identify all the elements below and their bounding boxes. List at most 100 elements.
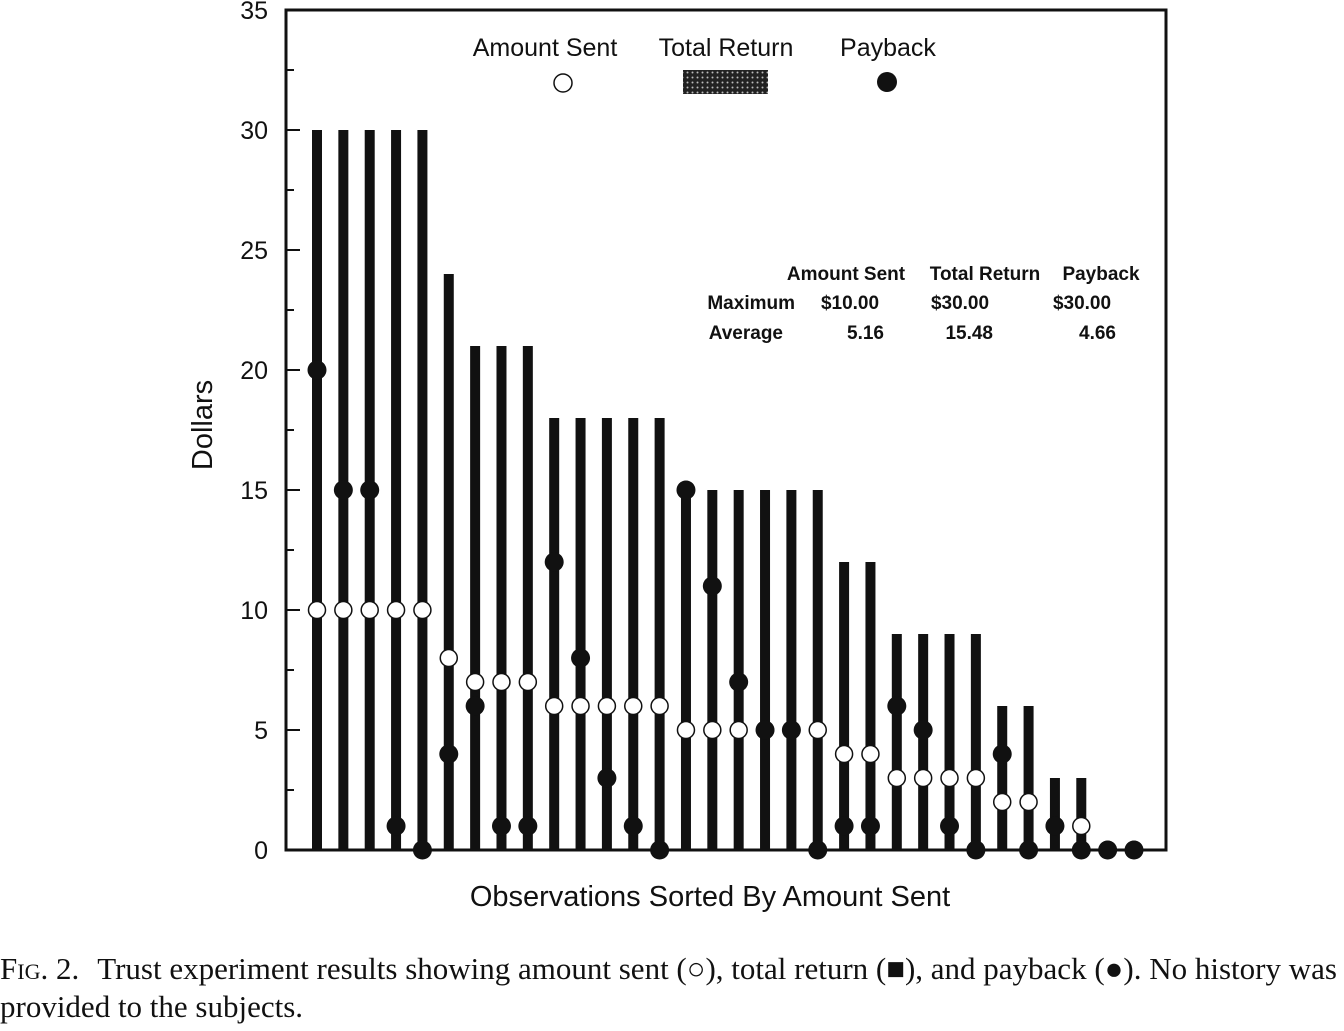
total-return-bar bbox=[1076, 778, 1087, 850]
payback-point bbox=[1098, 840, 1118, 860]
legend-label: Total Return bbox=[659, 34, 794, 62]
payback-point bbox=[755, 720, 775, 740]
amount-sent-markers bbox=[307, 600, 1144, 860]
x-axis-label: Observations Sorted By Amount Sent bbox=[470, 881, 950, 913]
y-axis: 0 5 10 15 20 25 30 35 bbox=[240, 0, 300, 865]
payback-point bbox=[966, 840, 986, 860]
amount-sent-point bbox=[729, 720, 748, 740]
table-cell: 4.66 bbox=[1079, 323, 1116, 344]
total-return-bar bbox=[522, 346, 533, 850]
payback-point bbox=[1071, 840, 1091, 860]
y-tick-label: 15 bbox=[240, 477, 268, 505]
payback-point bbox=[1045, 816, 1065, 836]
amount-sent-point bbox=[1019, 792, 1038, 812]
payback-point bbox=[518, 816, 538, 836]
amount-sent-point bbox=[544, 696, 564, 716]
payback-point bbox=[650, 840, 670, 860]
amount-sent-point bbox=[940, 768, 959, 788]
table-cell: Maximum bbox=[707, 293, 795, 314]
total-return-bar bbox=[944, 634, 955, 850]
amount-sent-point bbox=[492, 672, 511, 692]
payback-point bbox=[834, 816, 854, 836]
amount-sent-point bbox=[834, 744, 854, 764]
y-tick-label: 5 bbox=[254, 717, 268, 745]
payback-point bbox=[1019, 840, 1039, 860]
trust-chart: 0 5 10 15 20 25 30 35 Dollars Observations Sort… bbox=[187, 0, 1168, 913]
payback-point bbox=[333, 480, 353, 500]
payback-point bbox=[676, 480, 696, 500]
payback-point bbox=[992, 744, 1012, 764]
table-cell: 5.16 bbox=[847, 323, 884, 344]
total-return-bar bbox=[786, 490, 797, 850]
total-return-bars bbox=[312, 130, 1087, 850]
figure-label: Fig. 2. bbox=[0, 951, 80, 986]
amount-sent-point bbox=[861, 744, 880, 764]
payback-markers bbox=[307, 360, 1144, 860]
amount-sent-point bbox=[360, 600, 379, 620]
amount-sent-point bbox=[597, 696, 617, 716]
total-return-bar bbox=[997, 706, 1008, 850]
payback-point bbox=[386, 816, 406, 836]
total-return-bar bbox=[575, 418, 586, 850]
legend-open-circle bbox=[553, 73, 573, 93]
caption-text: Trust experiment results showing amount … bbox=[0, 951, 1337, 1024]
payback-point bbox=[307, 360, 327, 380]
amount-sent-point bbox=[650, 696, 669, 716]
total-return-bar bbox=[496, 346, 507, 850]
amount-sent-point bbox=[624, 696, 643, 716]
total-return-bar bbox=[733, 490, 744, 850]
total-return-bar bbox=[1023, 706, 1034, 850]
payback-point bbox=[808, 840, 828, 860]
payback-point bbox=[544, 552, 564, 572]
legend-hatched-bar bbox=[683, 70, 768, 94]
total-return-bar bbox=[417, 130, 428, 850]
payback-point bbox=[360, 480, 380, 500]
y-tick-label: 35 bbox=[240, 0, 268, 25]
amount-sent-point bbox=[887, 768, 907, 788]
amount-sent-point bbox=[518, 672, 538, 692]
total-return-bar bbox=[549, 418, 560, 850]
payback-point bbox=[729, 672, 749, 692]
table-cell: 15.48 bbox=[945, 323, 993, 344]
y-tick-label: 30 bbox=[240, 117, 268, 145]
legend-filled-circle bbox=[877, 72, 897, 92]
amount-sent-point bbox=[992, 792, 1012, 812]
total-return-bar bbox=[839, 562, 850, 850]
total-return-bar bbox=[443, 274, 454, 850]
total-return-bar bbox=[601, 418, 612, 850]
table-cell: $30.00 bbox=[1053, 293, 1111, 314]
amount-sent-point bbox=[703, 720, 722, 740]
payback-point bbox=[439, 744, 459, 764]
legend-label: Payback bbox=[840, 34, 936, 62]
total-return-bar bbox=[918, 634, 929, 850]
payback-point bbox=[940, 816, 960, 836]
summary-table: Amount Sent Total Return Payback Maximum $10… bbox=[707, 264, 1140, 344]
payback-point bbox=[491, 816, 511, 836]
y-axis-label: Dollars bbox=[187, 380, 219, 470]
payback-point bbox=[412, 840, 432, 860]
table-header: Amount Sent bbox=[787, 264, 906, 285]
payback-point bbox=[1124, 840, 1144, 860]
total-return-bar bbox=[654, 418, 665, 850]
payback-point bbox=[597, 768, 617, 788]
total-return-bar bbox=[865, 562, 876, 850]
total-return-bar bbox=[707, 490, 718, 850]
amount-sent-point bbox=[676, 720, 696, 740]
table-cell: $30.00 bbox=[931, 293, 989, 314]
total-return-bar bbox=[1049, 778, 1060, 850]
amount-sent-point bbox=[966, 768, 986, 788]
y-tick-label: 25 bbox=[240, 237, 268, 265]
total-return-bar bbox=[970, 634, 981, 850]
payback-point bbox=[860, 816, 880, 836]
payback-point bbox=[887, 696, 907, 716]
payback-point bbox=[623, 816, 643, 836]
table-cell: $10.00 bbox=[821, 293, 879, 314]
payback-point bbox=[571, 648, 591, 668]
amount-sent-point bbox=[571, 696, 590, 716]
amount-sent-point bbox=[413, 600, 432, 620]
total-return-bar bbox=[628, 418, 639, 850]
total-return-bar bbox=[760, 490, 771, 850]
legend: Amount Sent Total Return Payback bbox=[473, 34, 936, 94]
figure-caption: Fig. 2. Trust experiment results showing … bbox=[0, 950, 1344, 1026]
payback-point bbox=[702, 576, 722, 596]
